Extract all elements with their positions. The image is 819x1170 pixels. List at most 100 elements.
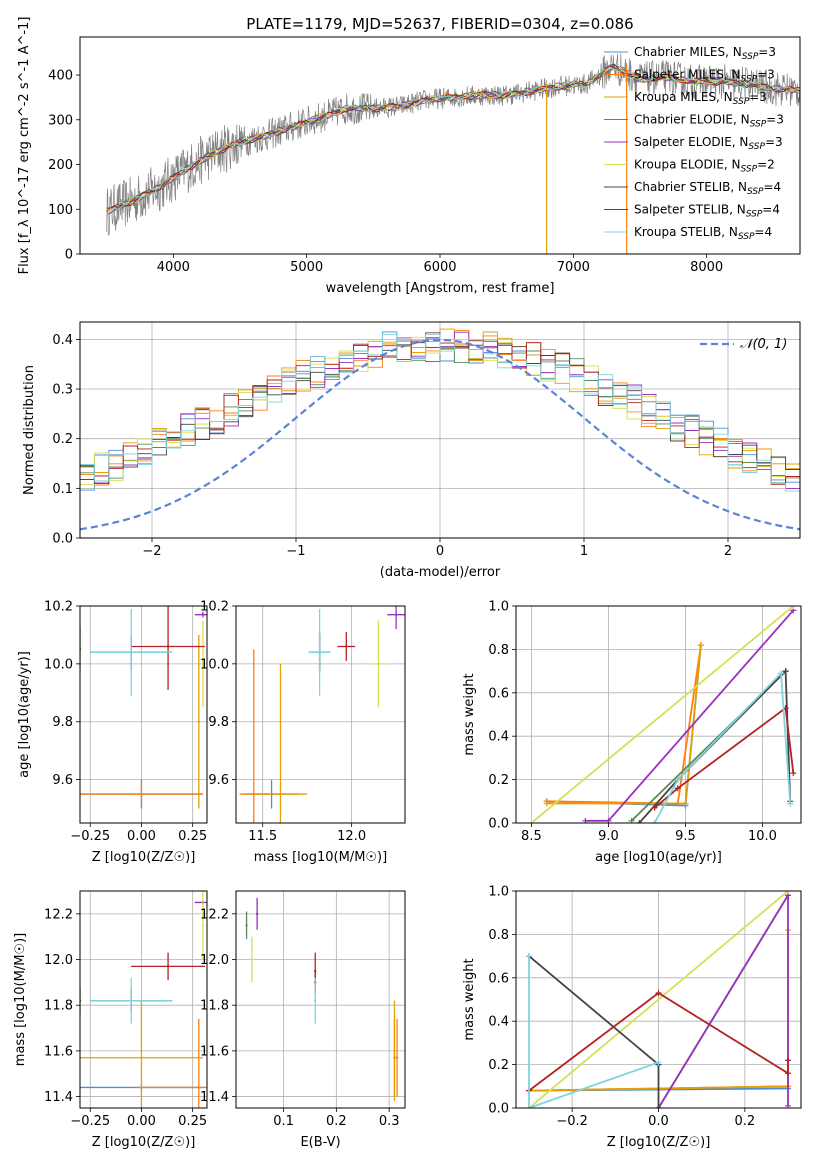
data-point xyxy=(255,912,259,916)
data-point xyxy=(318,651,321,654)
x-axis-label: Z [log10(Z/Z☉)] xyxy=(92,1135,196,1150)
x-tick-label: 8000 xyxy=(690,260,723,275)
data-point xyxy=(393,1049,396,1053)
x-tick-label: 0.2 xyxy=(326,1114,347,1129)
weight-marker xyxy=(674,785,681,792)
axes-frame xyxy=(235,605,406,824)
data-point xyxy=(279,792,282,796)
data-point xyxy=(197,720,201,723)
y-tick-label: 0.3 xyxy=(52,383,73,398)
legend-entry: Salpeter MILES, NSSP=3 xyxy=(634,68,775,85)
panel-spectrum: 4000 5000 6000 7000 8000 0 100 200 300 400 wavelen… xyxy=(17,17,801,296)
data-point xyxy=(314,999,317,1002)
data-point xyxy=(201,613,205,616)
weight-line xyxy=(528,891,789,1108)
data-point xyxy=(140,792,143,796)
x-tick-label: 8.5 xyxy=(521,829,542,844)
legend-entry: Chabrier STELIB, NSSP=4 xyxy=(634,180,781,197)
y-tick-label: 11.6 xyxy=(200,1044,229,1059)
grid xyxy=(80,605,207,823)
panel-mass_vs_ebv: 0.1 0.2 0.3 11.4 11.6 11.8 12.0 12.2 E(B-V) xyxy=(200,890,406,1150)
x-tick-label: 0.00 xyxy=(127,829,156,844)
y-tick-label: 1.0 xyxy=(488,600,509,615)
legend-entry: 𝒩(0, 1) xyxy=(740,337,787,352)
y-tick-label: 0.6 xyxy=(488,971,509,986)
x-tick-label: −0.25 xyxy=(70,1114,110,1129)
legend: 𝒩(0, 1) xyxy=(700,337,787,352)
y-axis-label: Flux [f_λ 10^-17 erg cm^-2 s^-1 A^-1] xyxy=(17,17,32,275)
legend: Chabrier MILES, NSSP=3 Salpeter MILES, NS… xyxy=(604,45,784,242)
weight-marker xyxy=(790,606,797,609)
data-point xyxy=(245,924,248,927)
x-tick-label: 11.5 xyxy=(248,829,277,844)
panel-weight_vs_age: 8.5 9.0 9.5 10.0 0.0 0.2 0.4 0.6 0.8 1.0 age [log1… xyxy=(462,600,802,865)
x-tick-label: 2 xyxy=(724,544,732,559)
y-tick-label: 0.4 xyxy=(488,1015,509,1030)
model-spectrum-line xyxy=(106,65,800,209)
y-tick-label: 0.2 xyxy=(488,1058,509,1073)
data-point xyxy=(394,613,398,616)
weight-marker xyxy=(777,670,784,677)
y-tick-label: 200 xyxy=(48,158,73,173)
y-tick-label: 11.4 xyxy=(200,1090,229,1105)
weight-marker xyxy=(543,800,550,807)
x-tick-label: 0.0 xyxy=(648,1114,669,1129)
y-tick-label: 12.0 xyxy=(44,953,73,968)
y-tick-label: 0.2 xyxy=(488,773,509,788)
y-tick-label: 10.2 xyxy=(44,600,73,615)
x-tick-label: −0.25 xyxy=(70,829,110,844)
legend-entry: Salpeter ELODIE, NSSP=3 xyxy=(634,135,783,152)
data-point xyxy=(201,924,205,927)
x-tick-label: 7000 xyxy=(557,260,590,275)
grid xyxy=(80,891,207,1108)
axes-frame xyxy=(515,890,802,1109)
x-tick-label: −0.2 xyxy=(556,1114,588,1129)
panel-age_vs_Z: −0.25 0.00 0.25 9.6 9.8 10.0 10.2 Z [log10(Z/Z☉… xyxy=(17,600,208,865)
y-tick-label: 9.6 xyxy=(208,773,229,788)
data-point xyxy=(314,969,317,973)
axes-frame xyxy=(79,36,801,255)
x-axis-label: wavelength [Angstrom, rest frame] xyxy=(326,281,555,296)
data-point xyxy=(130,651,133,654)
y-axis-label: Normed distribution xyxy=(22,365,37,495)
data-point xyxy=(395,1056,399,1059)
y-tick-label: 11.4 xyxy=(44,1090,73,1105)
axes-frame xyxy=(79,605,208,824)
y-tick-label: 12.2 xyxy=(200,907,229,922)
y-tick-label: 0.1 xyxy=(52,482,73,497)
data-point xyxy=(377,662,380,666)
weight-marker xyxy=(528,820,535,823)
y-tick-label: 0.4 xyxy=(488,730,509,745)
plot-area xyxy=(525,891,792,1108)
weight-marker xyxy=(655,1059,662,1066)
weight-marker xyxy=(697,642,704,649)
y-tick-label: 100 xyxy=(48,203,73,218)
y-tick-label: 10.2 xyxy=(200,600,229,615)
plot-area xyxy=(80,328,800,538)
histogram-steps xyxy=(80,333,800,538)
plot-area xyxy=(528,606,797,823)
plot-area xyxy=(239,606,405,823)
y-tick-label: 0.8 xyxy=(488,643,509,658)
x-axis-label: E(B-V) xyxy=(300,1135,340,1150)
y-tick-label: 10.0 xyxy=(44,657,73,672)
weight-marker xyxy=(651,804,658,811)
legend-entry: Salpeter STELIB, NSSP=4 xyxy=(634,203,780,220)
legend-entry: Kroupa MILES, NSSP=3 xyxy=(634,90,767,107)
weight-marker xyxy=(682,800,689,807)
weight-marker xyxy=(655,1105,662,1108)
grid xyxy=(236,605,405,823)
weight-line xyxy=(653,671,792,823)
observed-spectrum xyxy=(106,53,800,237)
grid xyxy=(516,605,801,824)
plot-area xyxy=(106,53,800,254)
y-tick-label: 0 xyxy=(65,248,73,263)
weight-marker xyxy=(651,820,658,823)
y-tick-label: 10.0 xyxy=(200,657,229,672)
weight-line xyxy=(530,606,794,823)
data-point xyxy=(130,999,133,1002)
weight-marker xyxy=(636,820,643,823)
data-point xyxy=(197,1086,201,1089)
x-tick-label: −2 xyxy=(142,544,161,559)
